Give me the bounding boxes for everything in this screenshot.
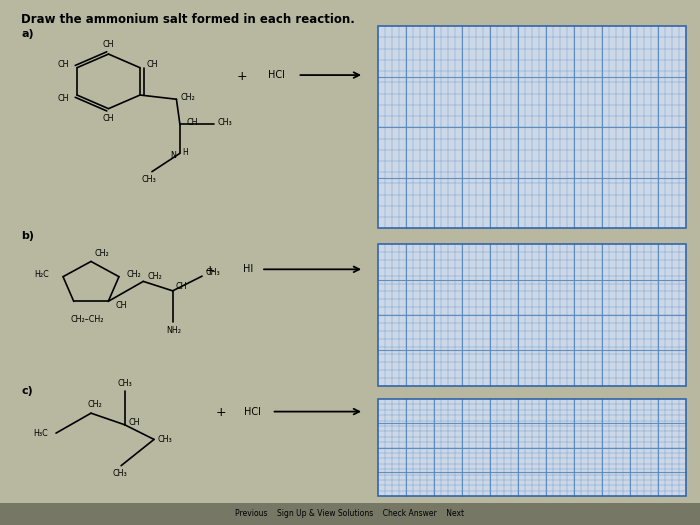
Bar bbox=[378, 26, 686, 228]
Bar bbox=[378, 399, 686, 496]
Text: CH: CH bbox=[129, 417, 140, 427]
Text: HI: HI bbox=[244, 264, 253, 275]
Text: Draw the ammonium salt formed in each reaction.: Draw the ammonium salt formed in each re… bbox=[21, 13, 355, 26]
Text: CH: CH bbox=[57, 93, 69, 103]
Text: H₂C: H₂C bbox=[35, 270, 50, 279]
Text: b): b) bbox=[21, 231, 34, 241]
Text: c): c) bbox=[21, 386, 33, 396]
Bar bbox=[378, 399, 686, 496]
Text: +: + bbox=[204, 264, 216, 277]
Text: HCl: HCl bbox=[244, 406, 260, 417]
Text: CH₃: CH₃ bbox=[158, 435, 173, 444]
Text: +: + bbox=[236, 70, 247, 82]
Text: CH₃: CH₃ bbox=[112, 469, 127, 478]
Text: CH₃: CH₃ bbox=[117, 379, 132, 388]
Text: CH₂: CH₂ bbox=[147, 271, 162, 281]
Bar bbox=[378, 244, 686, 386]
Text: CH₂: CH₂ bbox=[94, 248, 110, 258]
Text: CH₃: CH₃ bbox=[141, 175, 156, 184]
Text: CH₃: CH₃ bbox=[206, 268, 220, 278]
Text: CH: CH bbox=[103, 40, 114, 49]
Text: N: N bbox=[170, 151, 176, 161]
Bar bbox=[0, 503, 700, 525]
Text: a): a) bbox=[21, 29, 34, 39]
Text: CH₂: CH₂ bbox=[127, 270, 141, 279]
Text: CH: CH bbox=[175, 282, 187, 291]
Text: CH₂: CH₂ bbox=[180, 92, 195, 102]
Text: CH: CH bbox=[187, 118, 198, 127]
Text: CH₃: CH₃ bbox=[217, 118, 232, 127]
Bar bbox=[378, 244, 686, 386]
Text: NH₂: NH₂ bbox=[167, 326, 181, 335]
Bar bbox=[378, 26, 686, 228]
Text: CH₂–CH₂: CH₂–CH₂ bbox=[71, 314, 104, 324]
Text: H: H bbox=[182, 148, 188, 157]
Text: HCl: HCl bbox=[268, 70, 285, 80]
Text: CH: CH bbox=[103, 113, 114, 123]
Text: H₃C: H₃C bbox=[33, 428, 48, 438]
Text: CH: CH bbox=[147, 60, 158, 69]
Text: CH: CH bbox=[115, 301, 127, 310]
Text: Previous    Sign Up & View Solutions    Check Answer    Next: Previous Sign Up & View Solutions Check … bbox=[235, 509, 465, 518]
Text: +: + bbox=[215, 406, 226, 418]
Text: CH: CH bbox=[57, 60, 69, 69]
Text: CH₂: CH₂ bbox=[87, 400, 102, 410]
